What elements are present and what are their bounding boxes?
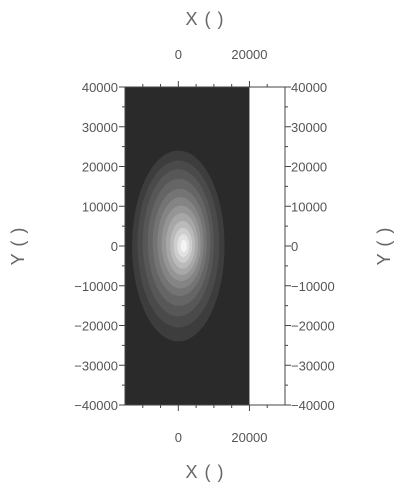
y-tick-label-left: 30000 bbox=[82, 120, 118, 135]
y-tick-label-left: 40000 bbox=[82, 80, 118, 95]
x-tick-label-bottom: 0 bbox=[175, 430, 182, 445]
y-tick-label-right: 30000 bbox=[291, 120, 327, 135]
y-tick-label-left: −20000 bbox=[74, 319, 118, 334]
y-axis-title-right: Y ( ) bbox=[374, 227, 394, 266]
y-tick-label-right: 10000 bbox=[291, 199, 327, 214]
y-axis-title-left: Y ( ) bbox=[8, 227, 28, 266]
x-tick-label-top: 0 bbox=[175, 47, 182, 62]
contour-level-12 bbox=[180, 240, 187, 252]
y-tick-label-right: −30000 bbox=[291, 358, 335, 373]
x-axis-title-top: X ( ) bbox=[186, 9, 225, 29]
y-tick-label-right: −10000 bbox=[291, 279, 335, 294]
x-axis-title-bottom: X ( ) bbox=[186, 462, 225, 482]
axis-ticks: 0 0 20000 20000 40000 40000 30000 30000 20000 200… bbox=[74, 47, 335, 445]
y-tick-label-left: −30000 bbox=[74, 358, 118, 373]
y-tick-label-right: 40000 bbox=[291, 80, 327, 95]
y-tick-label-right: 20000 bbox=[291, 160, 327, 175]
heatmap-field bbox=[125, 87, 250, 405]
x-tick-label-bottom: 20000 bbox=[231, 430, 267, 445]
y-tick-label-left: 20000 bbox=[82, 160, 118, 175]
y-tick-label-right: 0 bbox=[291, 239, 298, 254]
y-tick-label-left: 10000 bbox=[82, 199, 118, 214]
y-tick-label-left: −10000 bbox=[74, 279, 118, 294]
y-tick-label-left: −40000 bbox=[74, 398, 118, 413]
y-tick-label-right: −20000 bbox=[291, 319, 335, 334]
y-tick-label-left: 0 bbox=[111, 239, 118, 254]
x-tick-label-top: 20000 bbox=[231, 47, 267, 62]
y-tick-label-right: −40000 bbox=[291, 398, 335, 413]
